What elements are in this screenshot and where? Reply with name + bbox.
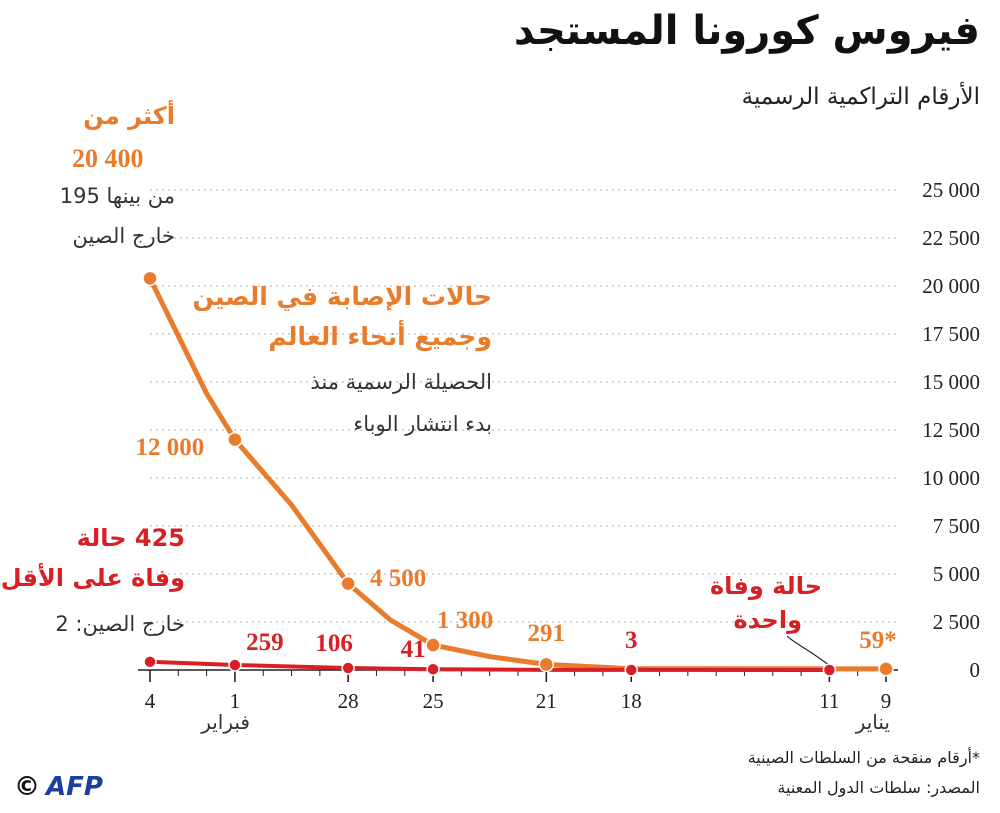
- cases-data-label: 59*: [859, 627, 897, 654]
- y-tick-label: 2 500: [933, 610, 980, 634]
- cases-series-label-1: حالات الإصابة في الصين: [192, 282, 493, 311]
- deaths-data-label: 259: [246, 629, 284, 656]
- deaths-total-2: وفاة على الأقل: [0, 564, 185, 592]
- y-tick-label: 25 000: [922, 178, 980, 202]
- deaths-point: [426, 662, 440, 676]
- cases-point: [142, 270, 158, 287]
- cases-data-label: 1 300: [437, 607, 493, 634]
- footnote-revised: *أرقام منقحة من السلطات الصينية: [747, 748, 980, 767]
- copyright-symbol: ©: [14, 772, 40, 802]
- cases-point: [425, 637, 441, 653]
- chart-title: فيروس كورونا المستجد: [513, 8, 980, 54]
- deaths-point: [228, 658, 242, 672]
- y-tick-label: 20 000: [922, 274, 980, 298]
- y-tick-label: 7 500: [933, 514, 980, 538]
- first-death-2: واحدة: [733, 606, 802, 634]
- deaths-data-label: 41: [401, 636, 426, 663]
- x-tick-label: 11: [819, 689, 839, 713]
- cases-point: [878, 661, 894, 677]
- deaths-data-label: 106: [315, 630, 353, 657]
- x-tick-label: 9: [881, 689, 892, 713]
- month-february: فبراير: [201, 710, 250, 734]
- cases-point: [340, 575, 356, 592]
- deaths-data-label: 3: [625, 627, 638, 654]
- afp-logo: © AFP: [14, 772, 103, 802]
- y-tick-label: 15 000: [922, 370, 980, 394]
- cases-point: [227, 431, 243, 448]
- y-tick-label: 10 000: [922, 466, 980, 490]
- deaths-point: [822, 663, 837, 677]
- deaths-point: [143, 655, 157, 669]
- y-tick-label: 0: [970, 658, 981, 682]
- cases-data-label: 12 000: [136, 434, 205, 461]
- chart-subtitle: الأرقام التراكمية الرسمية: [741, 84, 980, 110]
- cases-data-label: 291: [528, 620, 566, 647]
- outside-china-line1: من بينها 195: [59, 184, 175, 208]
- afp-brand: AFP: [46, 772, 103, 802]
- month-january: يناير: [855, 710, 890, 734]
- deaths-total-1: 425 حالة: [76, 524, 185, 552]
- deaths-point: [341, 661, 355, 675]
- outside-china-line2: خارج الصين: [72, 224, 175, 248]
- x-tick-label: 1: [230, 689, 241, 713]
- cases-desc-2: بدء انتشار الوباء: [353, 412, 492, 436]
- y-tick-label: 5 000: [933, 562, 980, 586]
- footnote-source: المصدر: سلطات الدول المعنية: [777, 778, 980, 797]
- x-tick-label: 18: [621, 689, 642, 713]
- deaths-outside-china: خارج الصين: 2: [55, 612, 185, 636]
- cases-series-label-2: وجميع أنحاء العالم: [268, 322, 492, 351]
- x-tick-label: 28: [338, 689, 359, 713]
- y-tick-label: 17 500: [922, 322, 980, 346]
- first-death-leader-line: [786, 635, 828, 665]
- cases-point: [538, 656, 555, 673]
- deaths-point: [624, 663, 638, 677]
- cases-total-value: 20 400: [72, 144, 144, 173]
- y-tick-label: 12 500: [922, 418, 980, 442]
- cases-total-prefix: أكثر من: [83, 102, 175, 130]
- x-tick-label: 21: [536, 689, 557, 713]
- deaths-series-line: [148, 659, 832, 672]
- x-tick-label: 25: [423, 689, 444, 713]
- first-death-1: حالة وفاة: [709, 572, 822, 600]
- cases-desc-1: الحصيلة الرسمية منذ: [310, 370, 492, 394]
- y-tick-label: 22 500: [922, 226, 980, 250]
- cases-data-label: 4 500: [370, 565, 426, 592]
- x-tick-label: 4: [145, 689, 156, 713]
